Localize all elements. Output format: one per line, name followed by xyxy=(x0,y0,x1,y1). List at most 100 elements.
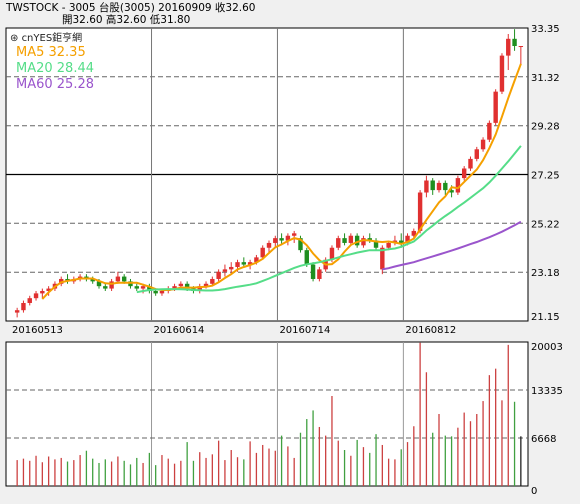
price-y-tick-label: 23.18 xyxy=(531,268,560,279)
candle-body xyxy=(405,235,410,243)
price-grid xyxy=(6,28,528,321)
candle-body xyxy=(449,190,454,193)
candle-body xyxy=(468,158,473,169)
candle-body xyxy=(373,240,379,248)
candle-body xyxy=(27,298,32,303)
volume-y-tick-label: 6668 xyxy=(531,434,556,445)
watermark-logo: ⊛ cnYES鉅亨網 xyxy=(10,31,82,44)
candle-body xyxy=(480,139,486,150)
volume-y-tick-label: 20003 xyxy=(531,342,563,353)
candle-body xyxy=(184,283,190,289)
candle-body xyxy=(90,278,95,282)
candle-body xyxy=(153,290,158,294)
candle-body xyxy=(399,240,404,243)
candle-body xyxy=(260,247,265,258)
legend-ma20: MA20 28.44 xyxy=(16,61,94,76)
candle-body xyxy=(140,286,146,289)
candle-body xyxy=(235,262,240,267)
candle-body xyxy=(386,242,391,248)
candle-body xyxy=(285,235,291,241)
candle-body xyxy=(222,269,228,272)
price-x-tick-label: 20160714 xyxy=(279,325,330,336)
price-x-tick-label: 20160614 xyxy=(154,325,205,336)
candle-body xyxy=(33,293,39,299)
price-y-tick-label: 25.22 xyxy=(531,219,560,230)
candle-body xyxy=(411,230,417,236)
candle-body xyxy=(348,235,354,243)
candle-body xyxy=(103,286,108,289)
candle-body xyxy=(304,250,309,265)
candle-body xyxy=(266,242,272,248)
candle-body xyxy=(310,264,316,279)
chart-header-line1: TWSTOCK - 3005 台股(3005) 20160909 收32.60 xyxy=(5,1,255,14)
candle-body xyxy=(241,262,247,265)
chart-header-line2: 開32.60 高32.60 低31.80 xyxy=(62,13,190,26)
ma60-line xyxy=(382,220,522,271)
price-x-tick-label: 20160513 xyxy=(12,325,63,336)
candle-body xyxy=(424,180,429,193)
volume-bars xyxy=(16,342,522,486)
candle-body xyxy=(493,91,498,123)
candle-body xyxy=(46,288,51,291)
candle-body xyxy=(178,283,184,287)
candle-body xyxy=(506,38,511,56)
candle-body xyxy=(367,238,372,241)
price-x-tick-label: 20160812 xyxy=(405,325,456,336)
candle-body xyxy=(512,38,517,47)
ma20-line xyxy=(136,145,522,294)
price-x-axis: 20160513 20160614 20160714 20160812 xyxy=(12,325,456,336)
candle-body xyxy=(40,290,45,294)
candle-body xyxy=(115,276,121,282)
candle-body xyxy=(361,238,366,246)
candle-body xyxy=(455,178,461,193)
candle-body xyxy=(461,168,467,179)
candle-body xyxy=(291,233,297,236)
candle-body xyxy=(247,262,253,265)
candle-body xyxy=(474,149,479,159)
candle-body xyxy=(203,283,209,287)
price-y-tick-label: 27.25 xyxy=(531,171,560,182)
candle-body xyxy=(216,271,221,279)
price-y-tick-label: 33.35 xyxy=(531,24,560,35)
candle-body xyxy=(147,286,152,291)
legend-ma60: MA60 25.28 xyxy=(16,77,94,92)
candle-body xyxy=(443,182,448,191)
candle-body xyxy=(121,276,127,282)
moving-average-lines xyxy=(41,63,522,300)
candle-body xyxy=(342,238,347,243)
candle-body xyxy=(14,310,20,313)
candle-body xyxy=(109,281,114,289)
volume-y-tick-label: 0 xyxy=(531,486,537,497)
volume-panel xyxy=(5,341,529,487)
candle-body xyxy=(159,290,165,294)
price-y-tick-label: 29.28 xyxy=(531,122,560,133)
volume-y-tick-label: 13335 xyxy=(531,386,563,397)
candle-body xyxy=(96,281,102,287)
ma5-line xyxy=(41,63,522,300)
candle-body xyxy=(254,257,259,263)
legend-ma5: MA5 32.35 xyxy=(16,45,86,60)
candle-body xyxy=(21,302,26,311)
candle-body xyxy=(172,286,177,289)
price-y-axis: 33.35 31.32 29.28 27.25 25.22 23.18 21.15 xyxy=(531,24,560,323)
volume-grid xyxy=(6,342,528,486)
candle-body xyxy=(197,286,202,291)
candle-body xyxy=(329,247,335,260)
candle-body xyxy=(487,122,492,140)
candle-body xyxy=(417,192,423,231)
candle-body xyxy=(279,238,284,241)
candle-body xyxy=(317,269,322,279)
candle-body xyxy=(518,46,524,48)
candle-body xyxy=(336,238,341,248)
candle-body xyxy=(436,182,442,191)
volume-y-axis: 20003 13335 6668 0 xyxy=(531,342,563,497)
candle-body xyxy=(298,238,303,251)
candle-body xyxy=(430,180,435,191)
candle-body xyxy=(273,238,278,243)
price-y-tick-label: 21.15 xyxy=(531,312,560,323)
candle-body xyxy=(354,235,360,246)
candle-body xyxy=(229,266,234,270)
price-y-tick-label: 31.32 xyxy=(531,73,560,84)
